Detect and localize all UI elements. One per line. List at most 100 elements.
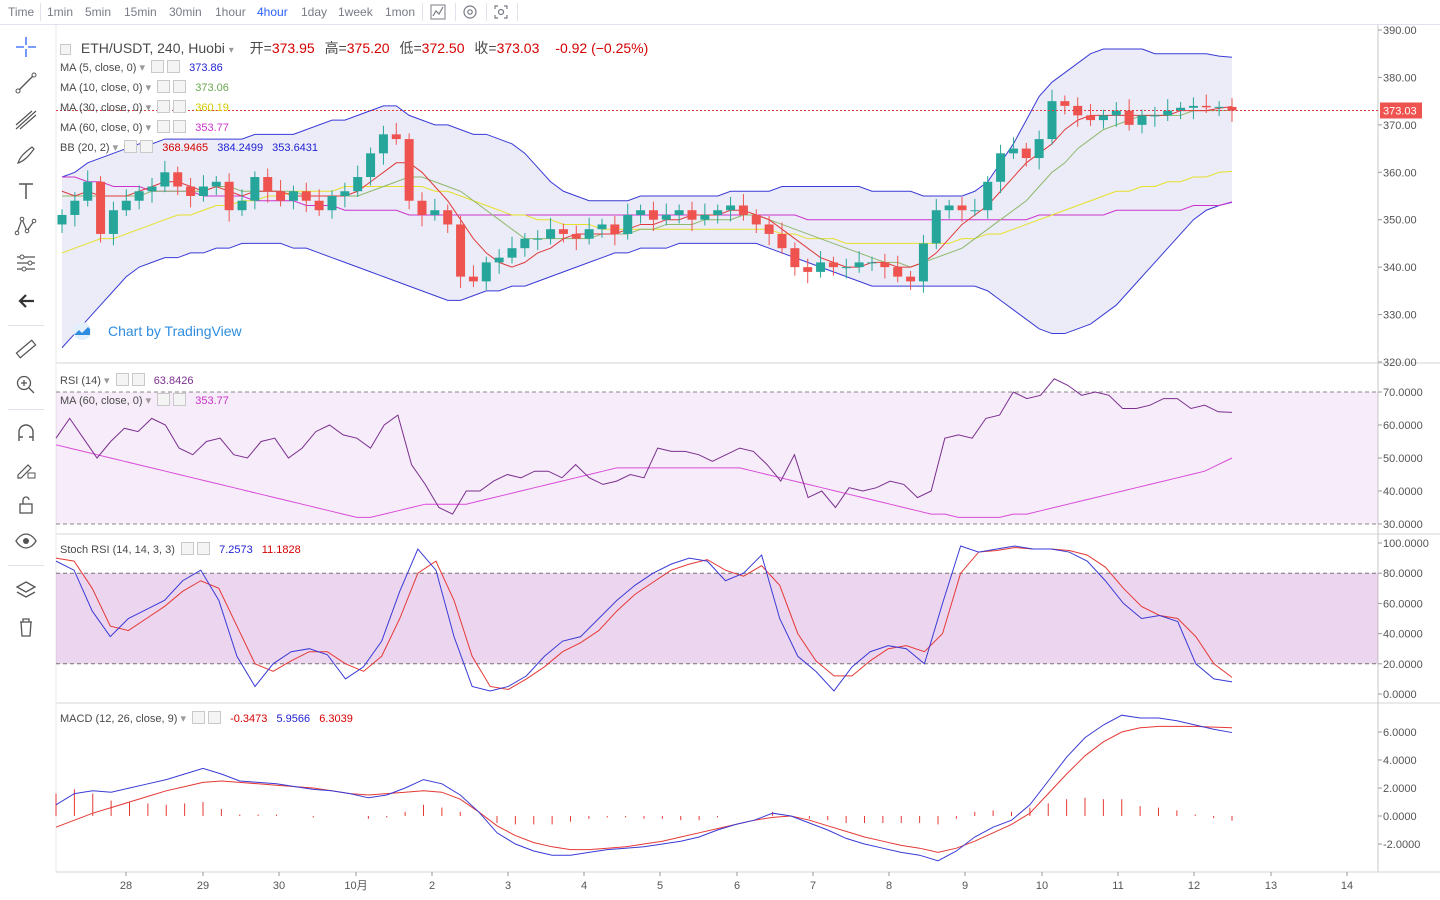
legend-name: BB (20, 2) — [60, 142, 110, 154]
settings-icon[interactable] — [157, 80, 171, 93]
y-tick-label: 80.0000 — [1383, 568, 1423, 580]
legend-ma30[interactable]: MA (30, close, 0) ▾ 360.19 — [60, 100, 229, 114]
close-icon[interactable] — [131, 373, 145, 386]
layers-icon[interactable] — [12, 577, 40, 605]
interval-1week[interactable]: 1week — [338, 5, 373, 19]
candle — [996, 153, 1006, 182]
candle — [648, 210, 658, 220]
interval-1min[interactable]: 1min — [47, 5, 74, 19]
settings-icon[interactable] — [181, 542, 195, 555]
candle — [1124, 110, 1134, 125]
legend-ma60[interactable]: MA (60, close, 0) ▾ 353.77 — [60, 120, 229, 134]
candle — [147, 186, 157, 192]
y-tick-label: 6.0000 — [1383, 727, 1417, 739]
brush-icon[interactable] — [12, 141, 40, 169]
zoom-in-icon[interactable] — [12, 371, 40, 399]
y-tick-label: -2.0000 — [1383, 839, 1420, 851]
settings-icon[interactable] — [157, 100, 171, 113]
candle — [1137, 115, 1147, 125]
interval-5min[interactable]: 5min — [85, 5, 112, 19]
chart-type-icon[interactable] — [428, 2, 448, 22]
trend-line-icon[interactable] — [12, 69, 40, 97]
settings-icon[interactable] — [151, 60, 165, 73]
candle — [173, 172, 183, 187]
candle — [1086, 115, 1096, 121]
divider — [8, 565, 44, 566]
interval-30min[interactable]: 30min — [169, 5, 202, 19]
candle — [726, 205, 736, 211]
x-tick-label: 10月 — [344, 880, 367, 892]
magnet-icon[interactable] — [12, 419, 40, 447]
high-label: 高= — [324, 40, 347, 56]
y-tick-label: 390.00 — [1383, 25, 1417, 37]
interval-1mon[interactable]: 1mon — [385, 5, 416, 19]
interval-4hour[interactable]: 4hour — [257, 5, 288, 19]
settings-icon[interactable] — [157, 393, 171, 406]
interval-time[interactable]: Time — [8, 5, 35, 19]
candle — [378, 134, 388, 154]
close-icon[interactable] — [173, 393, 187, 406]
candle — [610, 224, 620, 234]
x-tick-label: 12 — [1188, 880, 1200, 892]
interval-1hour[interactable]: 1hour — [215, 5, 246, 19]
collapse-icon[interactable] — [60, 44, 71, 55]
symbol-title[interactable]: ETH/USDT, 240, Huobi — [80, 40, 225, 56]
close-icon[interactable] — [167, 60, 181, 73]
eye-icon[interactable] — [12, 527, 40, 555]
legend-name: MA (60, close, 0) — [60, 395, 143, 407]
fib-retracement-icon[interactable] — [12, 105, 40, 133]
close-icon[interactable] — [208, 711, 222, 724]
legend-ma5[interactable]: MA (5, close, 0) ▾ 373.86 — [60, 60, 223, 74]
legend-value-macd: 5.9566 — [276, 713, 311, 725]
back-arrow-icon[interactable] — [12, 287, 40, 315]
pattern-icon[interactable] — [12, 213, 40, 241]
candle — [507, 248, 517, 258]
x-tick-label: 13 — [1265, 880, 1277, 892]
interval-15min[interactable]: 15min — [124, 5, 157, 19]
settings-icon[interactable] — [460, 2, 480, 22]
unlock-icon[interactable] — [12, 491, 40, 519]
rsi-series — [55, 378, 1378, 525]
x-tick-label: 2 — [429, 880, 435, 892]
close-icon[interactable] — [173, 80, 187, 93]
close-icon[interactable] — [173, 100, 187, 113]
candle — [546, 229, 556, 239]
legend-stoch[interactable]: Stoch RSI (14, 14, 3, 3) 7.2573 11.1828 — [60, 542, 301, 556]
candle — [584, 229, 594, 239]
text-tool-icon[interactable] — [12, 177, 40, 205]
legend-rsi-ma[interactable]: MA (60, close, 0) ▾ 353.77 — [60, 393, 229, 407]
divider — [517, 3, 518, 21]
trash-icon[interactable] — [12, 613, 40, 641]
close-icon[interactable] — [197, 542, 211, 555]
settings-icon[interactable] — [192, 711, 206, 724]
legend-bb[interactable]: BB (20, 2) ▾ 368.9465 384.2499 353.6431 — [60, 140, 319, 154]
interval-1day[interactable]: 1day — [301, 5, 328, 19]
tradingview-watermark[interactable]: Chart by TradingView — [70, 322, 242, 340]
fullscreen-icon[interactable] — [491, 2, 511, 22]
stoch-series — [55, 545, 1378, 692]
crosshair-icon[interactable] — [12, 33, 40, 61]
legend-value-upper: 384.2499 — [217, 142, 264, 154]
candle — [970, 210, 980, 212]
y-tick-label: 60.0000 — [1383, 598, 1423, 610]
candle — [198, 186, 208, 196]
legend-macd[interactable]: MACD (12, 26, close, 9) ▾ -0.3473 5.9566… — [60, 711, 353, 725]
divider — [455, 3, 456, 21]
close-icon[interactable] — [140, 140, 154, 153]
tradingview-logo-icon — [73, 322, 91, 340]
candle — [738, 205, 748, 215]
candle — [713, 210, 723, 215]
ruler-icon[interactable] — [12, 335, 40, 363]
legend-rsi[interactable]: RSI (14) ▾ 63.8426 — [60, 373, 194, 387]
settings-icon[interactable] — [115, 373, 129, 386]
y-tick-label: 30.0000 — [1383, 519, 1423, 531]
rsi-ma-line — [55, 444, 1233, 518]
candle — [906, 276, 916, 282]
settings-icon[interactable] — [157, 120, 171, 133]
close-icon[interactable] — [173, 120, 187, 133]
prediction-tool-icon[interactable] — [12, 249, 40, 277]
legend-ma10[interactable]: MA (10, close, 0) ▾ 373.06 — [60, 80, 229, 94]
lock-drawing-icon[interactable] — [12, 455, 40, 483]
settings-icon[interactable] — [124, 140, 138, 153]
